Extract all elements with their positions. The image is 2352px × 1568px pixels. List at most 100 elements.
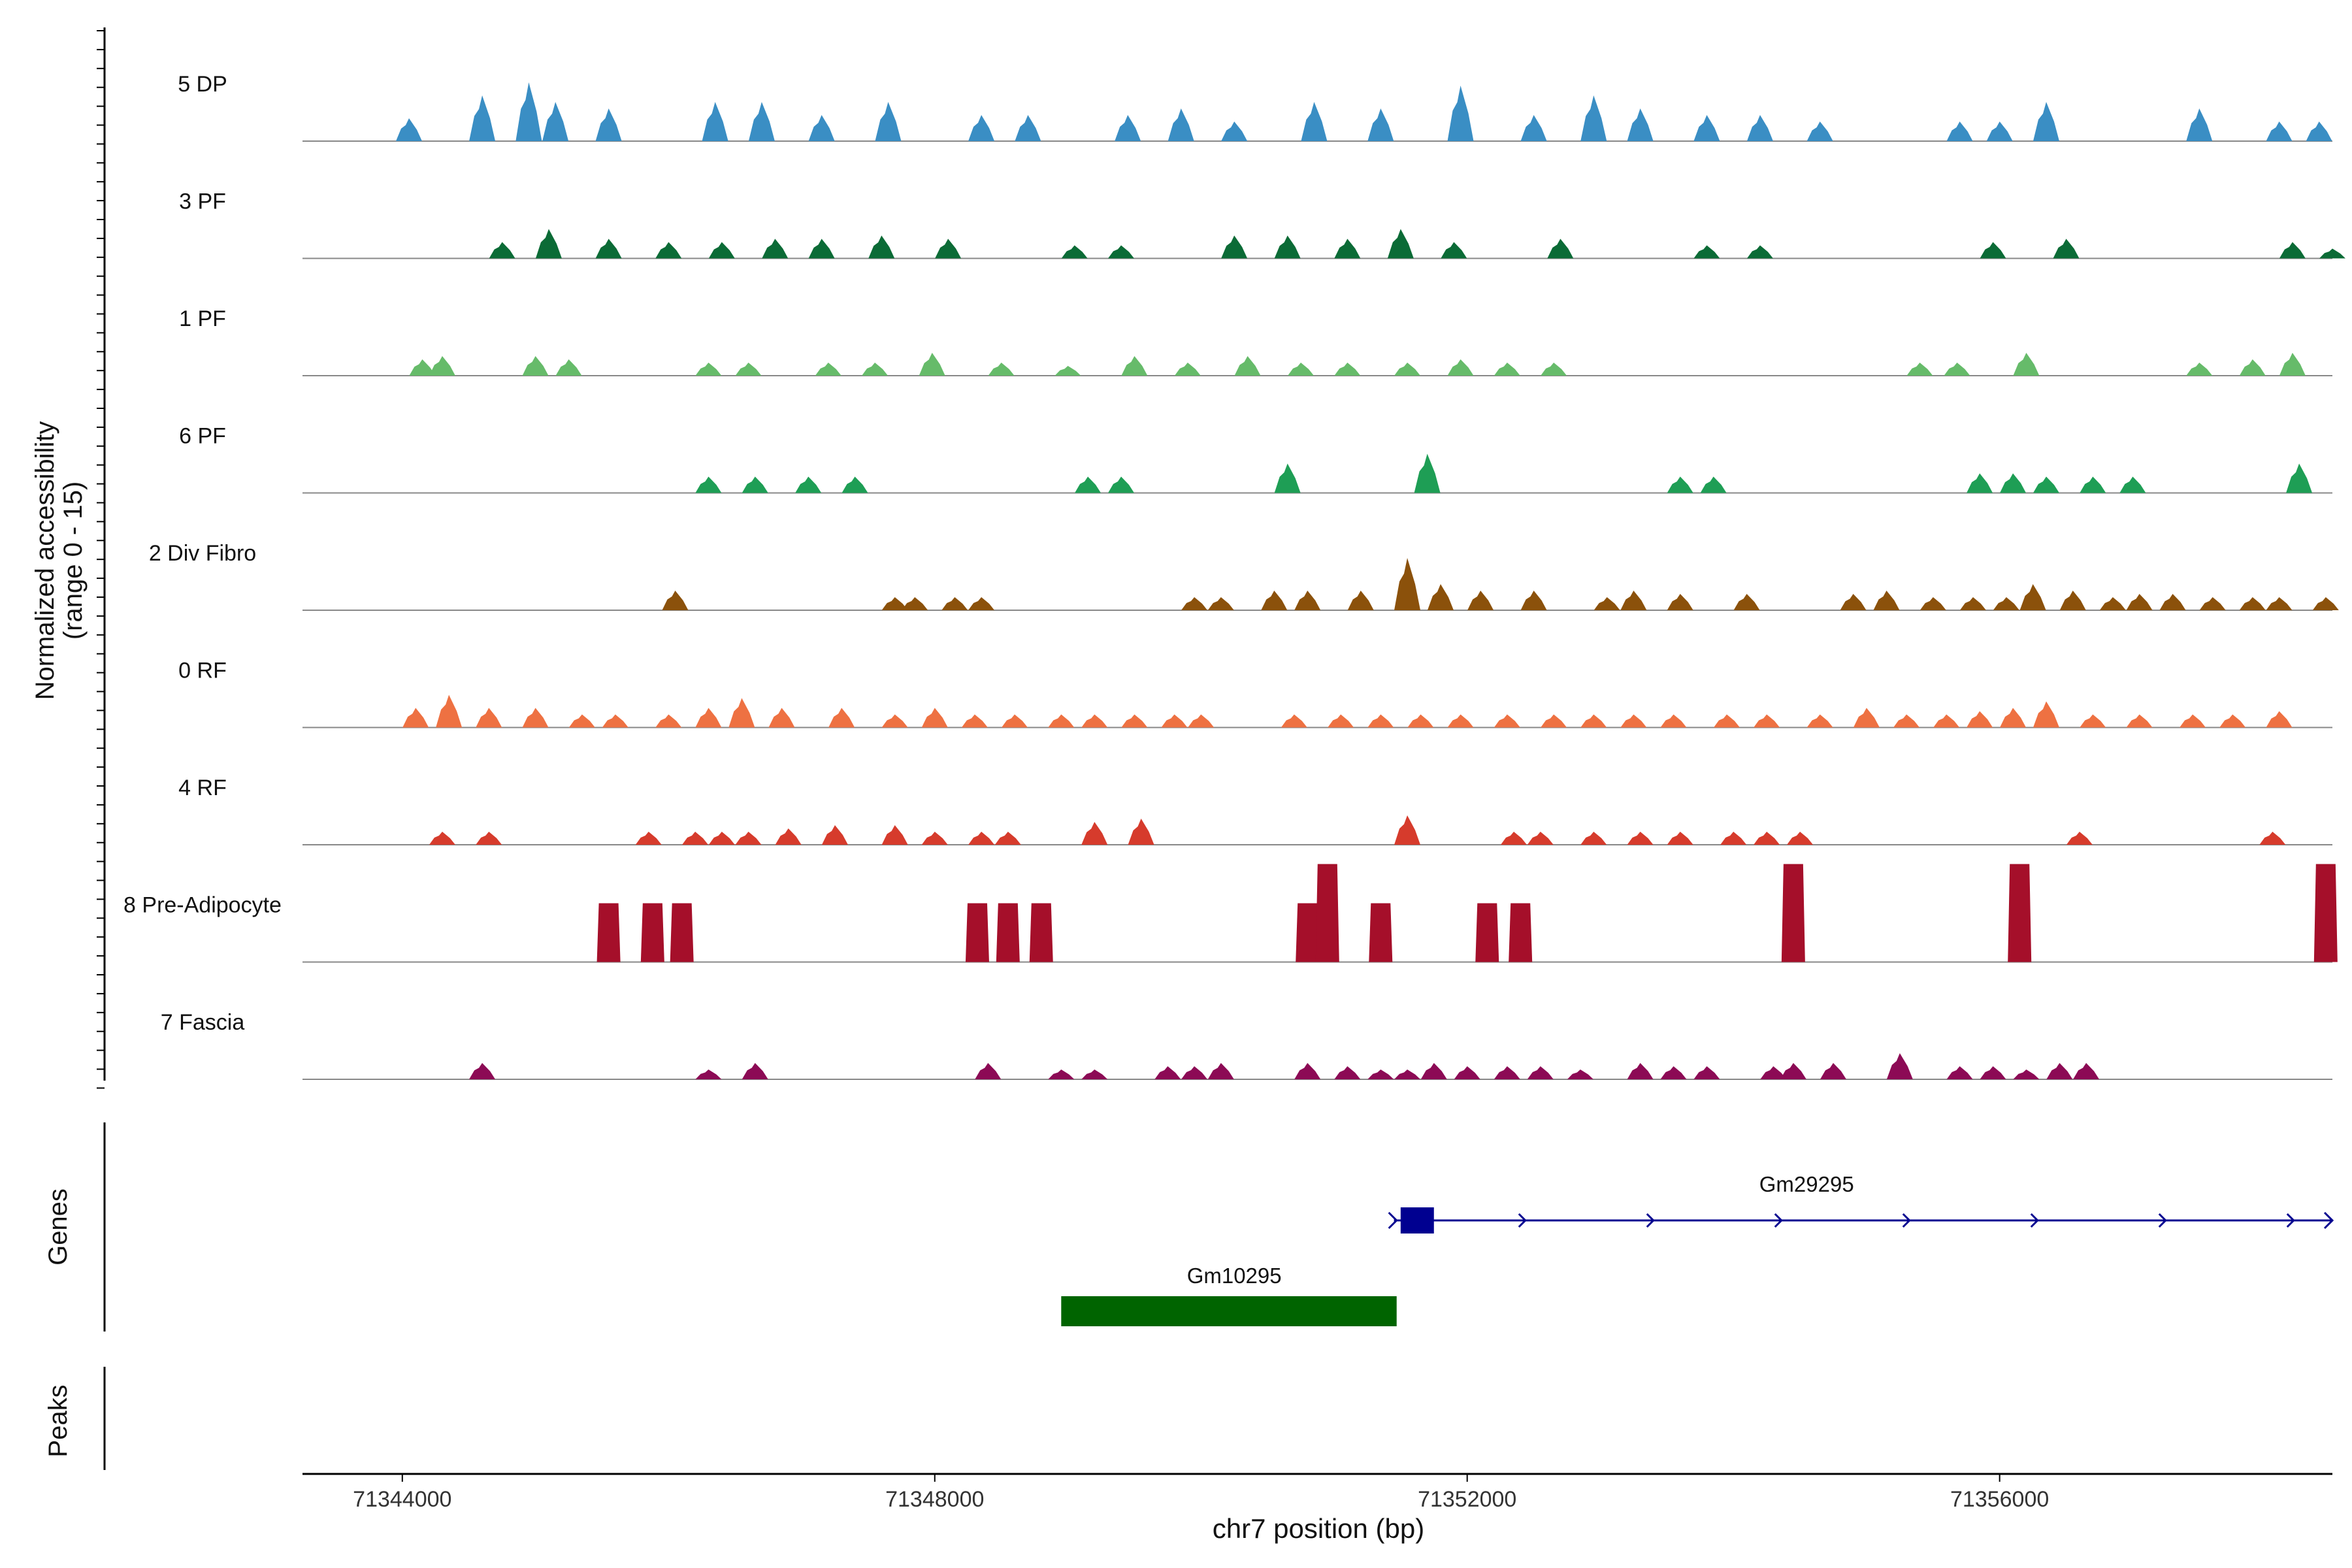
coverage-peak <box>1627 832 1654 845</box>
coverage-peak <box>1447 714 1474 728</box>
coverage-peak <box>2099 597 2126 610</box>
coverage-peak <box>2033 701 2059 728</box>
coverage-peak <box>2059 591 2086 610</box>
track-label: 7 Fascia <box>161 1010 245 1035</box>
coverage-peak <box>2008 864 2032 962</box>
coverage-peak <box>402 708 429 728</box>
x-tick-label: 71352000 <box>1418 1487 1516 1512</box>
coverage-peak <box>1667 476 1693 493</box>
coverage-peak <box>1620 591 1647 610</box>
coverage-peak <box>1967 473 1993 493</box>
coverage-peak <box>1274 463 1301 493</box>
coverage-peak <box>1700 476 1727 493</box>
track-label: 4 RF <box>178 776 227 800</box>
coverage-peak <box>1447 359 1474 376</box>
coverage-peak <box>1107 245 1134 259</box>
coverage-peak <box>695 363 722 376</box>
coverage-peak <box>2286 463 2313 493</box>
coverage-peak <box>595 108 622 141</box>
coverage-peak <box>2319 248 2345 259</box>
coverage-peak <box>2046 1063 2073 1079</box>
track-5-dp: 5 DP <box>178 72 2332 142</box>
coverage-peak <box>708 242 735 259</box>
coverage-peak <box>2266 711 2293 728</box>
coverage-peak <box>1081 822 1108 845</box>
coverage-panel: Normalized accessibility (range 0 - 15) 5 … <box>31 27 2345 1089</box>
coverage-peak <box>655 714 682 728</box>
coverage-peak <box>1946 122 1973 141</box>
genes-panel-label: Genes <box>44 1188 73 1266</box>
coverage-peak <box>1334 363 1361 376</box>
coverage-peak <box>542 102 569 141</box>
coverage-peak <box>1660 1066 1687 1079</box>
coverage-peak <box>1980 242 2006 259</box>
coverage-peak <box>1261 591 1288 610</box>
coverage-peak <box>1780 1063 1806 1079</box>
coverage-peak <box>808 115 835 141</box>
x-axis: 71344000 71348000 71352000 71356000 chr7 pos… <box>302 1473 2332 1544</box>
coverage-peak <box>1527 1066 1554 1079</box>
peaks-panel-label: Peaks <box>44 1384 73 1457</box>
coverage-peak <box>695 1070 722 1079</box>
coverage-peak <box>1301 102 1328 141</box>
coverage-peak <box>1494 1066 1520 1079</box>
coverage-peak <box>1760 1066 1787 1079</box>
coverage-peak <box>2239 597 2266 610</box>
coverage-peak <box>2159 594 2186 610</box>
coverage-peak <box>735 832 762 845</box>
track-7-fascia: 7 Fascia <box>161 1010 2332 1080</box>
coverage-peak <box>2000 708 2027 728</box>
coverage-peak <box>1207 1063 1234 1079</box>
coverage-peak <box>1081 1070 1108 1079</box>
coverage-peak <box>1509 903 1533 962</box>
track-label: 8 Pre-Adipocyte <box>123 893 282 918</box>
track-label: 6 PF <box>179 424 226 449</box>
coverage-peak <box>476 832 502 845</box>
coverage-peak <box>655 242 682 259</box>
coverage-peak <box>522 356 549 376</box>
coverage-peak <box>1781 864 1805 962</box>
coverage-peak <box>1454 1066 1480 1079</box>
coverage-peak <box>996 903 1020 962</box>
coverage-peak <box>868 235 895 259</box>
coverage-peak <box>921 832 948 845</box>
coverage-peak <box>968 115 995 141</box>
track-4-rf: 4 RF <box>178 776 2332 845</box>
coverage-peak <box>1520 591 1547 610</box>
coverage-peak <box>2119 476 2146 493</box>
coverage-peak <box>1048 714 1075 728</box>
coverage-peak <box>1494 714 1520 728</box>
coverage-peak <box>1174 363 1201 376</box>
coverage-peak <box>695 708 722 728</box>
coverage-peak <box>1075 476 1102 493</box>
strand-arrow <box>1646 1213 1655 1228</box>
coverage-peak <box>409 359 436 376</box>
strand-arrow <box>1518 1213 1527 1228</box>
coverage-peak <box>821 825 848 845</box>
coverage-peak <box>2013 1070 2040 1079</box>
coverage-peak <box>775 828 802 845</box>
peaks-panel: Peaks <box>44 1367 106 1470</box>
coverage-peak <box>921 708 948 728</box>
coverage-peak <box>1980 1066 2006 1079</box>
coverage-peak <box>762 238 789 259</box>
coverage-peak <box>1115 115 1141 141</box>
x-tick-label: 71356000 <box>1950 1487 2049 1512</box>
coverage-peak <box>742 1063 768 1079</box>
coverage-peak <box>1475 903 1499 962</box>
coverage-peak <box>395 118 422 141</box>
coverage-peak <box>2080 714 2106 728</box>
coverage-peak <box>429 832 455 845</box>
coverage-peak <box>994 832 1021 845</box>
x-axis-label: chr7 position (bp) <box>1213 1513 1425 1544</box>
coverage-peak <box>1873 591 1900 610</box>
coverage-peak <box>1986 122 2013 141</box>
coverage-peak <box>436 694 463 728</box>
coverage-peak <box>1967 711 1993 728</box>
coverage-peak <box>2033 476 2059 493</box>
track-8-pre-adipocyte: 8 Pre-Adipocyte <box>123 864 2338 963</box>
coverage-peak <box>708 832 735 845</box>
coverage-peak <box>2279 242 2306 259</box>
coverage-peak <box>862 363 889 376</box>
